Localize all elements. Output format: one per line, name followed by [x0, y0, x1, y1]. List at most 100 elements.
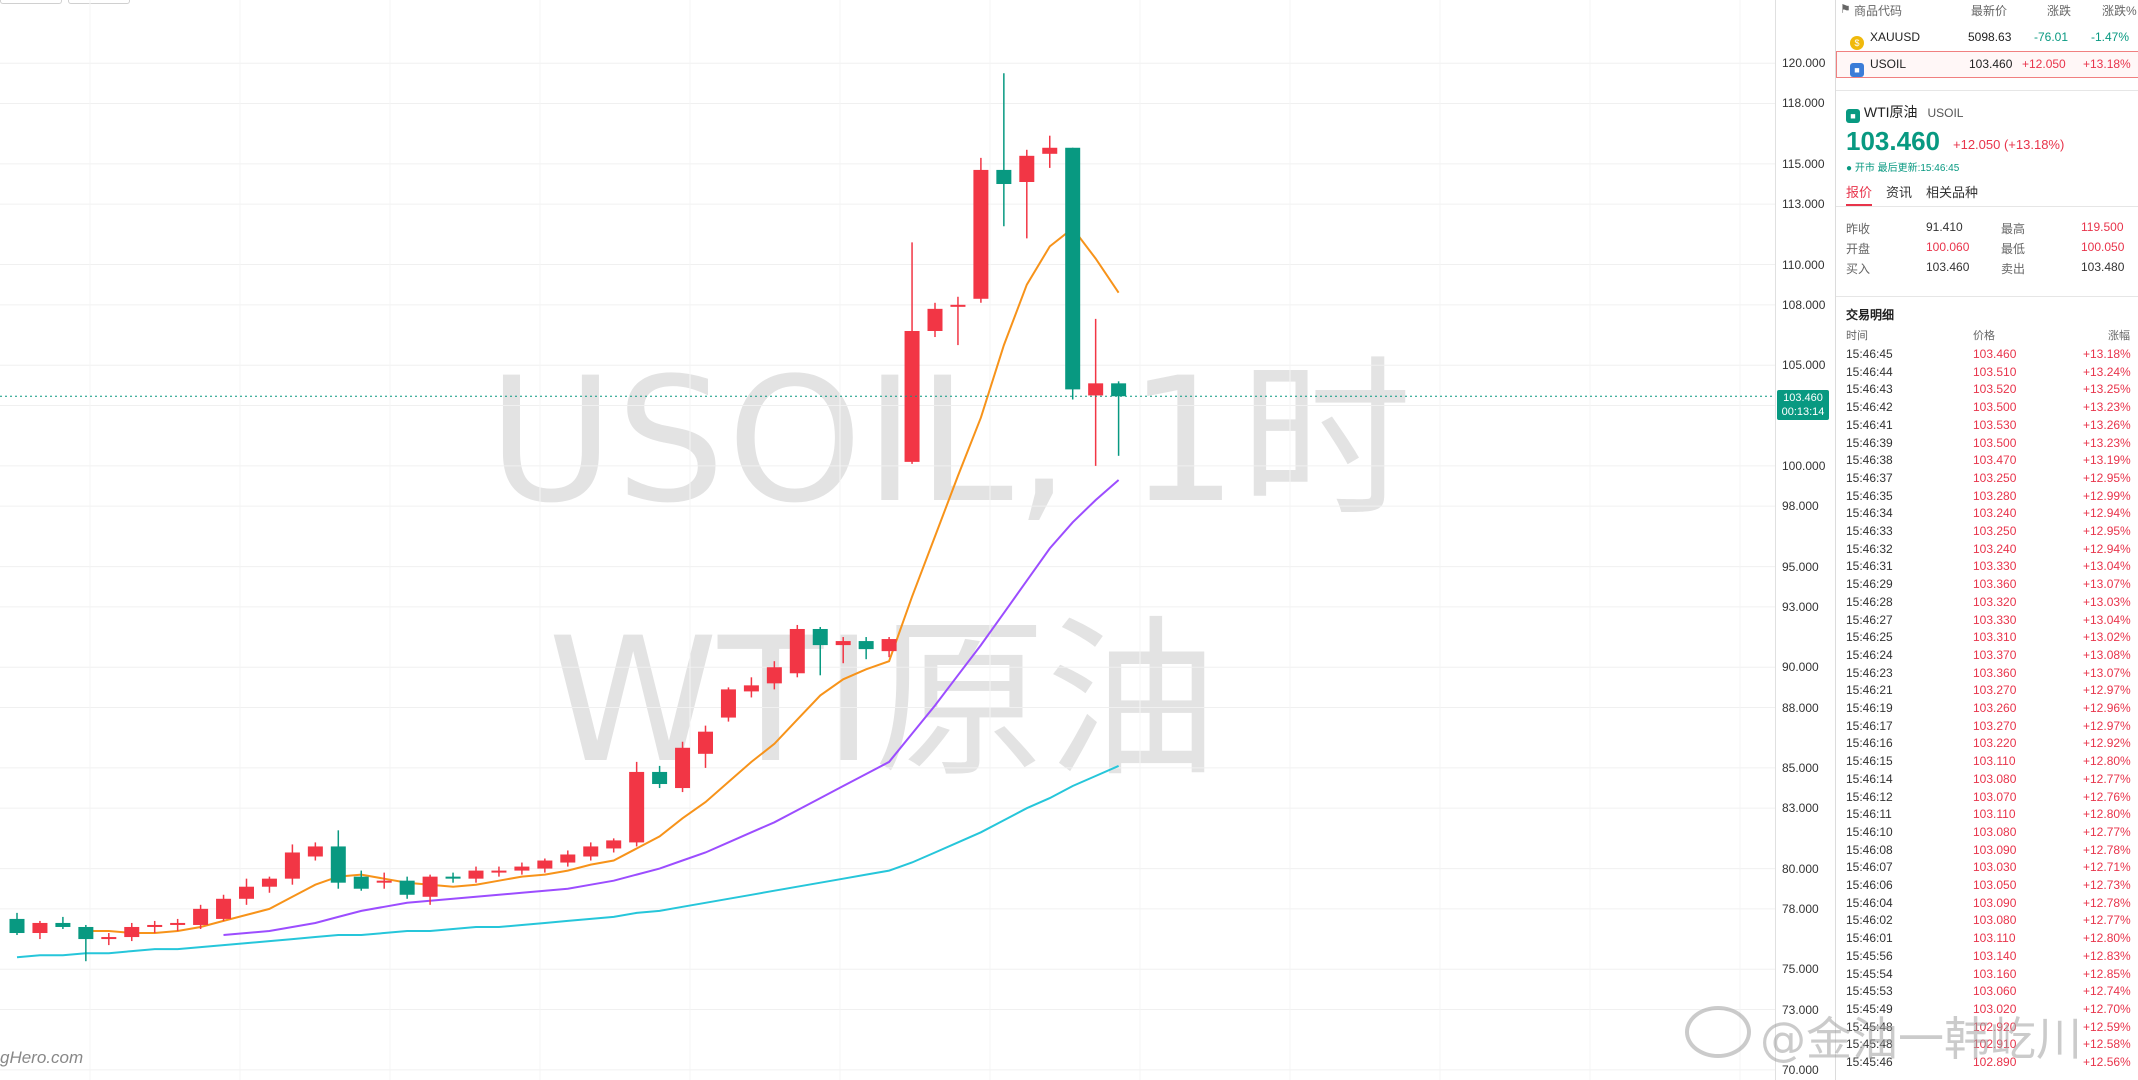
trade-price: 103.530: [1973, 417, 2017, 432]
trade-time: 15:45:56: [1846, 948, 1893, 963]
trade-time: 15:46:43: [1846, 382, 1893, 397]
trade-row[interactable]: 15:46:24 103.370 +13.08%: [1836, 648, 2138, 666]
trade-time: 15:46:32: [1846, 541, 1893, 556]
trade-row[interactable]: 15:46:41 103.530 +13.26%: [1836, 418, 2138, 436]
trade-time: 15:46:02: [1846, 913, 1893, 928]
col-last[interactable]: 最新价: [1971, 4, 2008, 18]
trade-row[interactable]: 15:46:06 103.050 +12.73%: [1836, 878, 2138, 896]
trade-row[interactable]: 15:46:37 103.250 +12.95%: [1836, 471, 2138, 489]
candle-body: [1019, 155, 1035, 182]
tab-related[interactable]: 相关品种: [1926, 185, 1979, 200]
candle-body: [858, 641, 874, 650]
trade-pct: +13.25%: [2083, 382, 2131, 397]
watchlist-last: 103.460: [1969, 57, 2013, 71]
candle-body: [606, 840, 622, 849]
trade-row[interactable]: 15:46:23 103.360 +13.07%: [1836, 666, 2138, 684]
trade-row[interactable]: 15:46:29 103.360 +13.07%: [1836, 577, 2138, 595]
trade-row[interactable]: 15:45:48 102.920 +12.59%: [1836, 1020, 2138, 1038]
stat-label2: 最低: [2001, 242, 2026, 256]
trade-row[interactable]: 15:46:32 103.240 +12.94%: [1836, 542, 2138, 560]
axis-tick-label: 83.000: [1782, 801, 1819, 816]
trade-row[interactable]: 15:46:33 103.250 +12.95%: [1836, 524, 2138, 542]
trade-row[interactable]: 15:46:11 103.110 +12.80%: [1836, 807, 2138, 825]
price-axis[interactable]: 120.000 118.000 115.000 113.000 110.000 108.0…: [1775, 0, 1835, 1080]
trade-pct: +12.74%: [2083, 984, 2131, 999]
trade-row[interactable]: 15:46:45 103.460 +13.18%: [1836, 347, 2138, 365]
trade-time: 15:46:34: [1846, 506, 1893, 521]
trade-row[interactable]: 15:46:14 103.080 +12.77%: [1836, 772, 2138, 790]
toolbar-tab[interactable]: [68, 0, 130, 4]
trade-row[interactable]: 15:46:15 103.110 +12.80%: [1836, 754, 2138, 772]
trade-price: 103.030: [1973, 860, 2017, 875]
trade-row[interactable]: 15:46:04 103.090 +12.78%: [1836, 896, 2138, 914]
col-code[interactable]: 商品代码: [1854, 4, 1903, 18]
trade-time: 15:46:17: [1846, 718, 1893, 733]
watchlist-flag-icon: ⚑: [1840, 2, 1851, 16]
trade-row[interactable]: 15:46:42 103.500 +13.23%: [1836, 400, 2138, 418]
candle-body: [904, 330, 920, 462]
watchlist-row-usoil[interactable]: ■ USOIL 103.460 +12.050 +13.18%: [1836, 51, 2138, 78]
watchlist-row-xauusd[interactable]: $ XAUUSD 5098.63 -76.01 -1.47%: [1836, 24, 2138, 51]
trade-row[interactable]: 15:46:16 103.220 +12.92%: [1836, 736, 2138, 754]
trade-row[interactable]: 15:46:19 103.260 +12.96%: [1836, 701, 2138, 719]
col-pct[interactable]: 涨跌%: [2102, 4, 2137, 18]
stat-label: 买入: [1846, 262, 1871, 276]
trade-pct: +12.58%: [2083, 1037, 2131, 1052]
trade-row[interactable]: 15:45:56 103.140 +12.83%: [1836, 949, 2138, 967]
trade-row[interactable]: 15:46:43 103.520 +13.25%: [1836, 382, 2138, 400]
trade-time: 15:45:46: [1846, 1055, 1893, 1069]
weibo-icon: [1685, 1006, 1751, 1058]
trade-row[interactable]: 15:46:35 103.280 +12.99%: [1836, 489, 2138, 507]
axis-tick-label: 118.000: [1782, 96, 1825, 111]
stat-label2: 最高: [2001, 222, 2026, 236]
trade-row[interactable]: 15:45:46 102.890 +12.56%: [1836, 1055, 2138, 1073]
axis-tick-label: 93.000: [1782, 599, 1819, 614]
candle-body: [973, 169, 989, 299]
candle-body: [835, 641, 851, 646]
toolbar-tab[interactable]: [0, 0, 62, 4]
trade-price: 103.220: [1973, 736, 2017, 751]
col-chg[interactable]: 涨跌: [2047, 4, 2072, 18]
trade-row[interactable]: 15:46:02 103.080 +12.77%: [1836, 913, 2138, 931]
trade-time: 15:46:06: [1846, 878, 1893, 892]
chart-area[interactable]: USOIL, 1时 WTI原油 gHero.com: [0, 0, 1835, 1080]
stat-value: 91.410: [1926, 220, 1963, 234]
stat-value: 103.460: [1926, 260, 1970, 274]
trade-row[interactable]: 15:46:34 103.240 +12.94%: [1836, 506, 2138, 524]
tab-quote[interactable]: 报价: [1846, 182, 1873, 206]
trade-row[interactable]: 15:45:48 102.910 +12.58%: [1836, 1037, 2138, 1055]
watchlist-pct: -1.47%: [2091, 30, 2130, 44]
trade-row[interactable]: 15:46:39 103.500 +13.23%: [1836, 436, 2138, 454]
trade-row[interactable]: 15:46:01 103.110 +12.80%: [1836, 931, 2138, 949]
trade-row[interactable]: 15:46:28 103.320 +13.03%: [1836, 595, 2138, 613]
trade-pct: +12.94%: [2083, 541, 2131, 556]
trade-row[interactable]: 15:45:54 103.160 +12.85%: [1836, 967, 2138, 985]
trade-row[interactable]: 15:46:38 103.470 +13.19%: [1836, 453, 2138, 471]
trade-row[interactable]: 15:45:49 103.020 +12.70%: [1836, 1002, 2138, 1020]
trade-row[interactable]: 15:46:10 103.080 +12.77%: [1836, 825, 2138, 843]
trade-time: 15:46:12: [1846, 789, 1893, 804]
trade-row[interactable]: 15:46:12 103.070 +12.76%: [1836, 790, 2138, 808]
trade-time: 15:46:14: [1846, 771, 1893, 786]
trade-price: 103.330: [1973, 559, 2017, 574]
candlestick-chart[interactable]: [0, 0, 1775, 1080]
trade-time: 15:46:08: [1846, 842, 1893, 857]
trade-pct: +12.71%: [2083, 860, 2131, 875]
trade-row[interactable]: 15:45:53 103.060 +12.74%: [1836, 984, 2138, 1002]
trade-time: 15:46:21: [1846, 683, 1893, 698]
trade-row[interactable]: 15:46:07 103.030 +12.71%: [1836, 860, 2138, 878]
trade-row[interactable]: 15:46:08 103.090 +12.78%: [1836, 843, 2138, 861]
trade-row[interactable]: 15:46:17 103.270 +12.97%: [1836, 719, 2138, 737]
trade-row[interactable]: 15:46:27 103.330 +13.04%: [1836, 613, 2138, 631]
trade-row[interactable]: 15:46:21 103.270 +12.97%: [1836, 683, 2138, 701]
candle-body: [927, 308, 943, 331]
trade-row[interactable]: 15:46:25 103.310 +13.02%: [1836, 630, 2138, 648]
trade-price: 103.020: [1973, 1001, 2017, 1016]
brand-logo: gHero.com: [0, 1048, 84, 1067]
watchlist-chg: +12.050: [2022, 57, 2066, 71]
trade-row[interactable]: 15:46:31 103.330 +13.04%: [1836, 559, 2138, 577]
trade-row[interactable]: 15:46:44 103.510 +13.24%: [1836, 365, 2138, 383]
candle-body: [514, 866, 530, 871]
tab-news[interactable]: 资讯: [1886, 185, 1913, 200]
axis-tick-label: 113.000: [1782, 197, 1825, 212]
